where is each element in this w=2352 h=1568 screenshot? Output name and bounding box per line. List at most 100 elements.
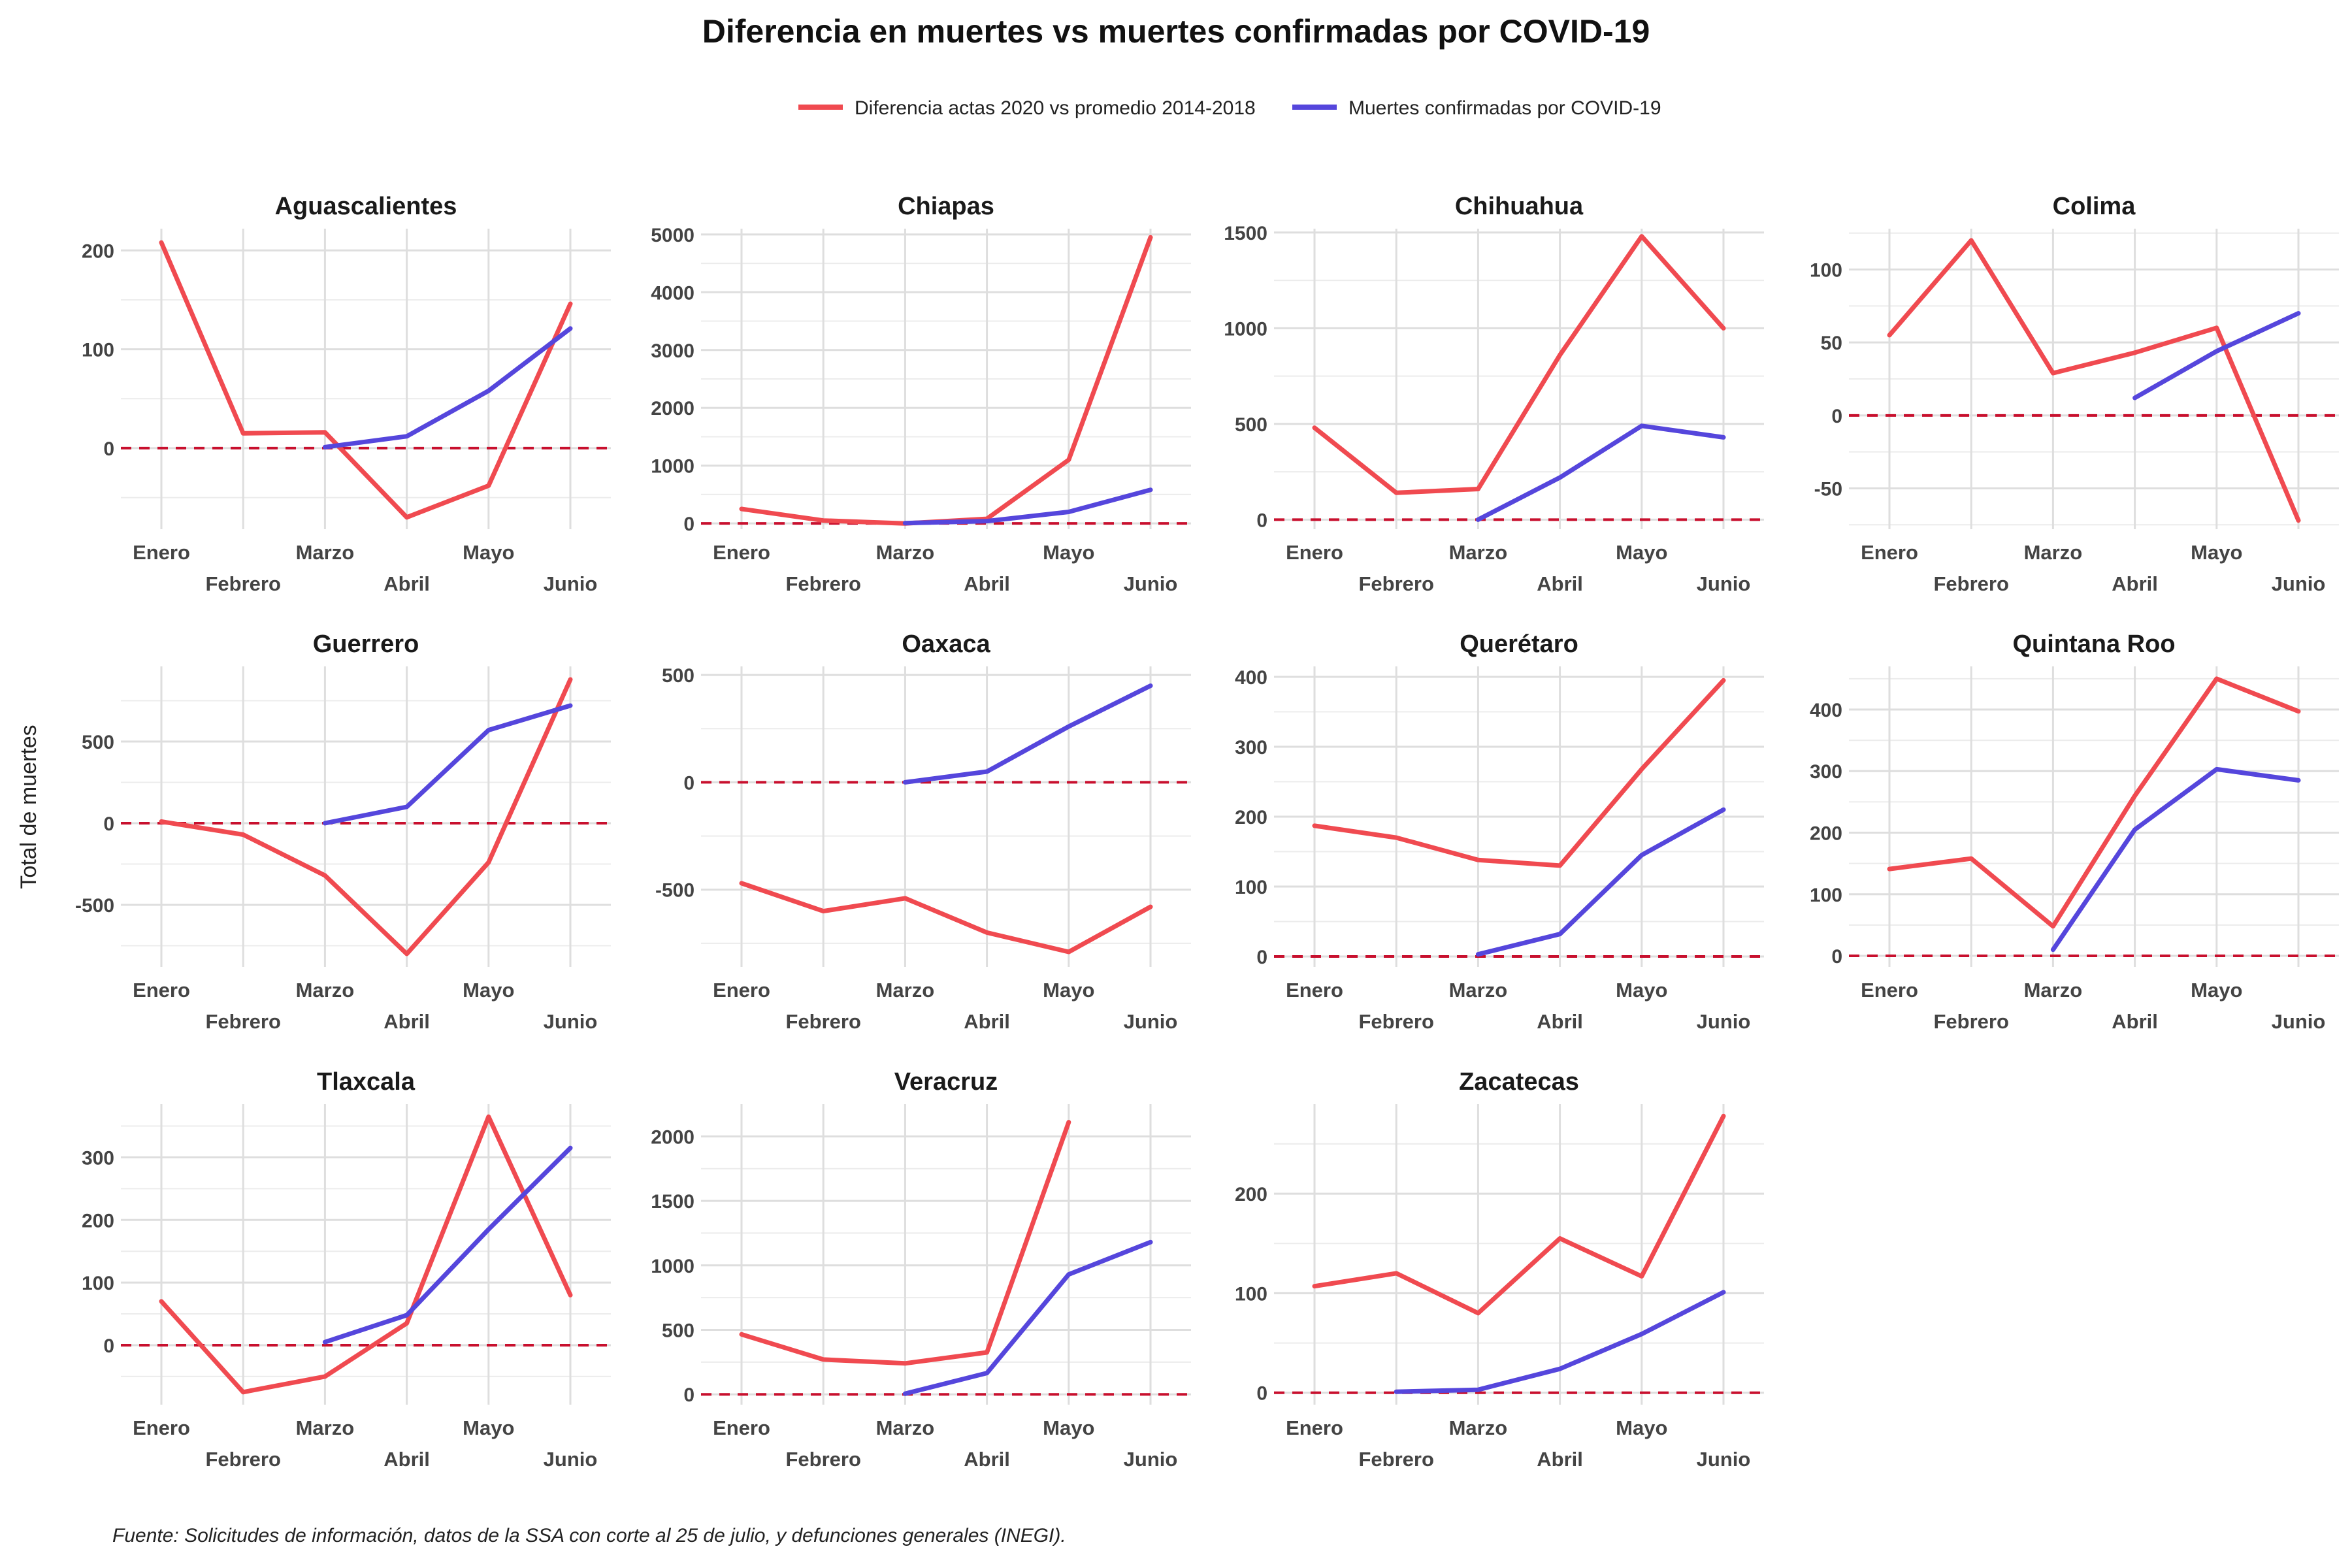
y-tick-label: 500: [662, 665, 694, 687]
y-tick-label: 100: [1235, 877, 1267, 898]
x-tick-label: Febrero: [205, 1010, 280, 1033]
y-tick-label: 100: [1810, 885, 1842, 906]
x-tick-label: Junio: [1124, 1010, 1178, 1033]
x-tick-label: Marzo: [1449, 1416, 1508, 1439]
x-tick-label: Mayo: [1616, 1416, 1667, 1439]
x-tick-label: Mayo: [463, 541, 514, 564]
x-tick-label: Abril: [964, 1010, 1010, 1033]
series-line-covid: [322, 1145, 573, 1345]
x-tick-label: Abril: [1537, 1010, 1583, 1033]
x-tick-label: Enero: [1861, 979, 1918, 1002]
y-tick-label: 200: [82, 1210, 114, 1232]
x-tick-label: Marzo: [296, 979, 355, 1002]
x-tick-label: Abril: [1537, 1448, 1583, 1471]
x-tick-label: Febrero: [1933, 572, 2008, 595]
y-tick-label: 300: [1810, 761, 1842, 783]
x-tick-label: Abril: [964, 572, 1010, 595]
series-line-diferencia: [1312, 678, 1726, 868]
x-tick-label: Febrero: [1358, 572, 1433, 595]
y-tick-label: 500: [82, 732, 114, 753]
panel-veracruz: Veracruz 0 500 1000 1500 2000 Enero Febrero Marz…: [651, 1068, 1191, 1471]
x-tick-label: Enero: [133, 1416, 190, 1439]
y-tick-label: 400: [1235, 667, 1267, 689]
x-tick-label: Mayo: [2191, 979, 2242, 1002]
x-tick-label: Febrero: [1358, 1448, 1433, 1471]
series-line-covid: [902, 487, 1153, 526]
x-tick-label: Mayo: [2191, 541, 2242, 564]
panel-title: Quintana Roo: [2012, 630, 2175, 658]
x-tick-label: Junio: [2272, 572, 2326, 595]
y-tick-label: 100: [1810, 260, 1842, 282]
series-line-covid: [2050, 766, 2301, 953]
x-tick-label: Febrero: [785, 1448, 860, 1471]
panel-zacatecas: Zacatecas 0 100 200 Enero Febrero Marzo Abril Ma…: [1235, 1068, 1764, 1471]
x-tick-label: Junio: [1697, 572, 1751, 595]
series-line-covid: [2132, 311, 2301, 400]
x-tick-label: Mayo: [1616, 979, 1667, 1002]
panel-chiapas: Chiapas 0 1000 2000 3000 4000 5000 Enero Febrero…: [651, 193, 1191, 595]
series-line-diferencia: [159, 677, 573, 956]
x-tick-label: Junio: [1124, 572, 1178, 595]
y-tick-label: 5000: [651, 225, 694, 246]
series-line-diferencia: [1312, 1113, 1726, 1316]
x-tick-label: Junio: [1697, 1010, 1751, 1033]
y-tick-label: 0: [683, 772, 694, 794]
y-tick-label: 1500: [1224, 223, 1267, 244]
x-tick-label: Mayo: [463, 979, 514, 1002]
panel-title: Veracruz: [894, 1068, 998, 1096]
y-tick-label: 1500: [651, 1191, 694, 1213]
x-tick-label: Mayo: [1043, 541, 1094, 564]
panel-title: Colima: [2053, 193, 2136, 220]
panel-colima: Colima -50 0 50 100 Enero Febrero Marzo Abril May…: [1810, 193, 2339, 595]
y-tick-label: 500: [1235, 414, 1267, 436]
y-tick-label: 2000: [651, 398, 694, 419]
y-tick-label: 100: [1235, 1283, 1267, 1305]
y-tick-label: 3000: [651, 340, 694, 362]
y-tick-label: 1000: [1224, 318, 1267, 340]
x-tick-label: Febrero: [785, 572, 860, 595]
x-tick-label: Febrero: [205, 572, 280, 595]
x-tick-label: Enero: [133, 541, 190, 564]
x-tick-label: Febrero: [1933, 1010, 2008, 1033]
y-tick-label: 0: [1256, 1383, 1267, 1405]
x-tick-label: Enero: [1286, 1416, 1343, 1439]
series-line-covid: [902, 1239, 1153, 1396]
x-tick-label: Mayo: [1043, 1416, 1094, 1439]
series-line-diferencia: [1887, 238, 2301, 523]
y-tick-label: 200: [1235, 1184, 1267, 1205]
panel-queretaro: Querétaro 0 100 200 300 400 Enero Febrero Marzo A…: [1235, 630, 1764, 1033]
y-tick-label: 100: [82, 1273, 114, 1294]
y-tick-label: -50: [1814, 478, 1842, 500]
x-tick-label: Mayo: [1043, 979, 1094, 1002]
panel-title: Guerrero: [313, 630, 419, 658]
x-tick-label: Junio: [2272, 1010, 2326, 1033]
panel-title: Tlaxcala: [317, 1068, 416, 1096]
x-tick-label: Marzo: [296, 1416, 355, 1439]
x-tick-label: Enero: [133, 979, 190, 1002]
y-tick-label: 0: [683, 1384, 694, 1406]
y-tick-label: 200: [1810, 823, 1842, 845]
panel-title: Chiapas: [898, 193, 994, 220]
x-tick-label: Abril: [384, 1010, 430, 1033]
y-tick-label: 0: [683, 514, 694, 535]
series-line-covid: [1475, 807, 1726, 957]
y-tick-label: 0: [1831, 946, 1842, 968]
x-tick-label: Marzo: [876, 979, 935, 1002]
y-tick-label: -500: [75, 895, 114, 917]
x-tick-label: Mayo: [1616, 541, 1667, 564]
panel-quintana-roo: Quintana Roo 0 100 200 300 400 Enero Febrero Mar…: [1810, 630, 2339, 1033]
legend: Diferencia actas 2020 vs promedio 2014-2…: [798, 97, 1661, 119]
x-tick-label: Abril: [384, 1448, 430, 1471]
y-tick-label: 1000: [651, 1256, 694, 1277]
y-tick-label: 0: [1256, 947, 1267, 968]
y-tick-label: 0: [1256, 510, 1267, 531]
y-axis-title: Total de muertes: [16, 725, 41, 889]
x-tick-label: Abril: [2112, 1010, 2158, 1033]
panel-oaxaca: Oaxaca -500 0 500 Enero Febrero Marzo Abril Mayo…: [655, 630, 1191, 1033]
series-line-diferencia: [739, 1120, 1071, 1366]
x-tick-label: Febrero: [785, 1010, 860, 1033]
y-tick-label: 100: [82, 340, 114, 361]
series-line-diferencia: [159, 1114, 573, 1395]
panel-guerrero: Guerrero -500 0 500 Enero Febrero Marzo Abril Ma…: [75, 630, 611, 1033]
